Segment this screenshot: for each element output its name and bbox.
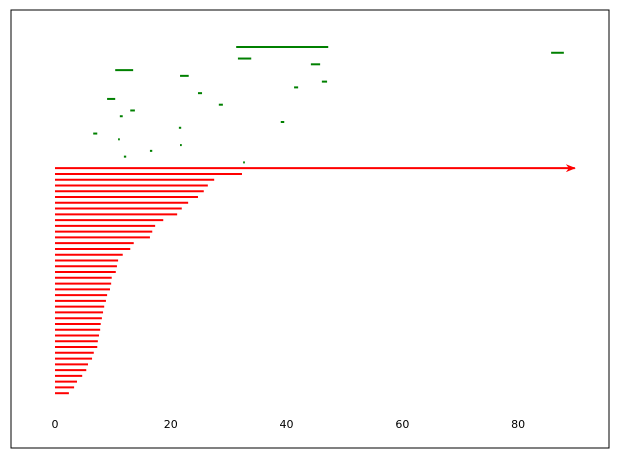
x-tick-label: 80 (511, 418, 525, 431)
x-tick-label: 20 (164, 418, 178, 431)
x-tick-label: 0 (51, 418, 58, 431)
plot-frame (10, 9, 610, 449)
x-tick-label: 40 (280, 418, 294, 431)
x-tick-label: 60 (395, 418, 409, 431)
